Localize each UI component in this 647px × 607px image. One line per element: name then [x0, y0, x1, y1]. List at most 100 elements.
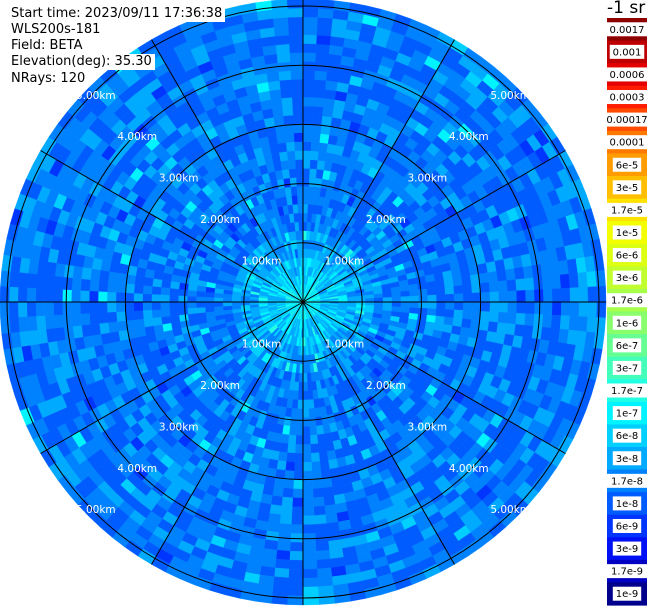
ppi-cell: [98, 322, 110, 335]
ppi-cell: [286, 595, 304, 606]
ppi-cell: [302, 586, 319, 597]
ppi-cell: [462, 310, 473, 320]
ppi-cell: [400, 301, 411, 308]
ppi-cell: [302, 132, 313, 143]
ring-label: 5.00km: [76, 90, 116, 102]
ppi-cell: [313, 88, 326, 99]
ppi-cell: [178, 307, 188, 316]
ppi-cell: [542, 275, 553, 290]
ppi-cell: [292, 479, 304, 490]
ring-label: 4.00km: [449, 131, 489, 143]
ppi-cell: [279, 514, 293, 525]
ppi-cell: [409, 301, 420, 309]
ppi-cell: [307, 399, 315, 410]
ppi-cell: [302, 25, 318, 36]
ppi-cell: [308, 417, 317, 427]
ppi-cell: [169, 308, 180, 317]
colorbar-label: 0.001: [613, 47, 642, 58]
ppi-cell: [311, 461, 321, 472]
ppi-cell: [471, 292, 482, 303]
ppi-cell: [277, 451, 288, 462]
ppi-cell: [461, 275, 472, 286]
ppi-cell: [587, 286, 598, 303]
ppi-cell: [90, 323, 101, 336]
ppi-cell: [297, 399, 304, 410]
ppi-cell: [436, 294, 446, 303]
ppi-cell: [302, 7, 319, 18]
ppi-cell: [274, 558, 290, 570]
ppi-cell: [514, 266, 525, 280]
ppi-cell: [480, 291, 491, 303]
ppi-cell: [26, 272, 38, 289]
ppi-cell: [522, 265, 534, 279]
ppi-cell: [316, 25, 333, 37]
ppi-cell: [277, 142, 288, 153]
colorbar-label: 3e-9: [616, 544, 639, 555]
ppi-cell: [269, 143, 280, 155]
ppi-cell: [560, 287, 571, 303]
ppi-cell: [281, 97, 293, 108]
ppi-cell: [302, 408, 310, 419]
ppi-cell: [90, 268, 101, 281]
ppi-cell: [178, 288, 188, 297]
ppi-cell: [382, 297, 393, 303]
ppi-cell: [267, 513, 281, 524]
ppi-cell: [315, 541, 330, 552]
ring-label: 3.00km: [407, 173, 447, 185]
ppi-cell: [142, 285, 153, 295]
ppi-cell: [505, 323, 516, 336]
ppi-cell: [302, 453, 312, 463]
ppi-cell: [17, 271, 29, 288]
ppi-cell: [313, 407, 322, 418]
ppi-cell: [71, 289, 81, 303]
ppi-cell: [453, 285, 464, 295]
ppi-cell: [293, 212, 300, 223]
ppi-cell: [302, 577, 319, 588]
ppi-cell: [278, 523, 292, 534]
ppi-cell: [81, 266, 92, 280]
ppi-cell: [97, 301, 108, 313]
ppi-cell: [53, 288, 63, 303]
ppi-cell: [17, 301, 28, 318]
colorbar-label: 1e-5: [616, 228, 639, 239]
ppi-cell: [382, 292, 393, 299]
ppi-cell: [288, 34, 304, 45]
ppi-cell: [124, 292, 135, 303]
ppi-cell: [271, 152, 281, 163]
ring-label: 3.00km: [159, 421, 199, 433]
ring-label: 1.00km: [325, 338, 365, 350]
ppi-cell: [462, 292, 473, 303]
ppi-cell: [323, 495, 336, 507]
ring-label: 4.00km: [449, 463, 489, 475]
ppi-cell: [302, 114, 314, 125]
ppi-cell: [291, 194, 299, 205]
ppi-cell: [133, 284, 144, 294]
ppi-cell: [289, 43, 304, 54]
ppi-cell: [178, 295, 188, 303]
ppi-cell: [313, 496, 325, 507]
ppi-cell: [296, 177, 304, 187]
ppi-cell: [290, 70, 304, 80]
ppi-cell: [288, 559, 304, 570]
ppi-cell: [524, 277, 535, 291]
colorbar-label: 6e-8: [616, 431, 639, 442]
ppi-cell: [418, 295, 428, 303]
colorbar-label: 6e-5: [616, 160, 639, 171]
ppi-cell: [98, 312, 109, 324]
ppi-cell: [291, 515, 304, 525]
ppi-cell: [286, 150, 296, 161]
ppi-cell: [312, 105, 324, 117]
ppi-cell: [525, 289, 535, 303]
ppi-cell: [507, 301, 518, 314]
ppi-cell: [292, 96, 304, 107]
ppi-cell: [317, 576, 334, 588]
colorbar-label: 6e-7: [616, 341, 639, 352]
ppi-cell: [325, 80, 339, 91]
ppi-cell: [80, 312, 91, 326]
ppi-cell: [160, 286, 171, 296]
ppi-cell: [302, 212, 308, 223]
ppi-cell: [489, 301, 500, 313]
ppi-cell: [317, 8, 334, 19]
ppi-cell: [302, 533, 316, 543]
ppi-cell: [292, 497, 304, 508]
